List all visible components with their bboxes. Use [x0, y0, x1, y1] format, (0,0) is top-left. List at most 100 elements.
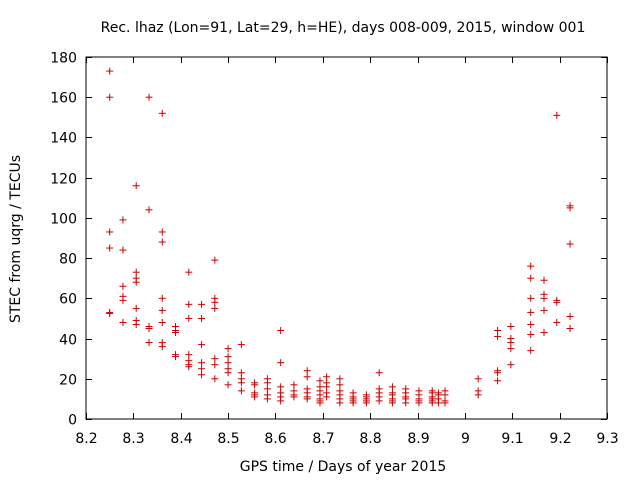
- y-tick-label: 140: [50, 131, 77, 147]
- data-point: [185, 351, 193, 359]
- data-point: [474, 391, 482, 399]
- data-point: [198, 341, 206, 349]
- x-tick-label: 9.3: [596, 431, 618, 447]
- data-point: [375, 397, 383, 405]
- data-point: [263, 395, 271, 403]
- data-point: [303, 373, 311, 381]
- data-point: [119, 318, 127, 326]
- data-point: [303, 395, 311, 403]
- data-point: [198, 359, 206, 367]
- x-tick-label: 9: [461, 431, 470, 447]
- data-point: [158, 294, 166, 302]
- y-tick-label: 40: [59, 333, 77, 349]
- data-point: [323, 393, 331, 401]
- data-point: [566, 325, 574, 332]
- x-tick-label: 9.1: [501, 431, 523, 447]
- data-point: [237, 379, 245, 387]
- y-tick-label: 180: [50, 51, 77, 67]
- data-point: [362, 399, 370, 407]
- data-point: [388, 383, 396, 391]
- data-point: [527, 262, 535, 270]
- data-point: [507, 339, 515, 347]
- data-point: [158, 228, 166, 236]
- data-point: [527, 320, 535, 328]
- data-point: [553, 298, 561, 306]
- data-point: [132, 268, 140, 276]
- data-point: [237, 369, 245, 377]
- data-point: [316, 399, 324, 407]
- data-point: [185, 363, 193, 371]
- data-point: [145, 206, 153, 214]
- x-tick-label: 8.3: [122, 431, 144, 447]
- data-point: [158, 343, 166, 351]
- data-point: [119, 216, 127, 224]
- data-point: [277, 359, 285, 367]
- data-point: [145, 325, 153, 332]
- data-point: [132, 320, 140, 328]
- data-point: [106, 228, 114, 236]
- data-point: [336, 381, 344, 389]
- data-point: [224, 353, 232, 361]
- data-point: [211, 256, 219, 264]
- data-point: [198, 371, 206, 379]
- data-point: [211, 355, 219, 363]
- data-point: [145, 93, 153, 101]
- data-point: [172, 353, 180, 361]
- x-tick-label: 8.8: [359, 431, 381, 447]
- data-point: [277, 327, 285, 335]
- chart-title: Rec. lhaz (Lon=91, Lat=29, h=HE), days 0…: [101, 20, 586, 36]
- data-point: [540, 294, 548, 302]
- data-point: [211, 298, 219, 306]
- data-point: [198, 314, 206, 322]
- data-point: [527, 294, 535, 302]
- data-point: [277, 383, 285, 391]
- data-point: [527, 347, 535, 355]
- data-point: [474, 375, 482, 383]
- data-point: [434, 399, 442, 407]
- data-point: [224, 359, 232, 367]
- data-point: [428, 399, 436, 407]
- data-point: [185, 314, 193, 322]
- data-point: [132, 278, 140, 286]
- data-point: [441, 399, 449, 407]
- data-point: [158, 306, 166, 314]
- y-tick-label: 120: [50, 172, 77, 188]
- data-point: [145, 339, 153, 347]
- data-point: [494, 333, 502, 341]
- data-point: [263, 379, 271, 387]
- y-tick-label: 60: [59, 292, 77, 308]
- y-tick-label: 160: [50, 91, 77, 107]
- data-point: [251, 393, 259, 401]
- data-point: [336, 375, 344, 383]
- data-point: [106, 309, 114, 317]
- data-point: [224, 381, 232, 389]
- data-point: [303, 367, 311, 375]
- data-point: [263, 385, 271, 393]
- data-point: [198, 300, 206, 308]
- x-tick-label: 9.2: [549, 431, 571, 447]
- data-point: [172, 329, 180, 337]
- data-point: [540, 329, 548, 337]
- data-point: [527, 274, 535, 282]
- data-point: [494, 377, 502, 385]
- data-point: [237, 341, 245, 349]
- data-point: [507, 322, 515, 330]
- data-point: [119, 282, 127, 290]
- data-points: [106, 67, 574, 407]
- data-point: [185, 300, 193, 308]
- y-axis-label: STEC from uqrg / TECUs: [8, 155, 24, 323]
- data-point: [540, 306, 548, 314]
- data-point: [494, 327, 502, 335]
- data-point: [316, 377, 324, 385]
- data-point: [388, 399, 396, 407]
- data-point: [211, 304, 219, 312]
- data-point: [336, 399, 344, 407]
- data-point: [375, 369, 383, 377]
- data-point: [277, 397, 285, 405]
- data-point: [402, 399, 410, 407]
- data-point: [566, 204, 574, 212]
- data-point: [198, 365, 206, 373]
- data-point: [224, 369, 232, 377]
